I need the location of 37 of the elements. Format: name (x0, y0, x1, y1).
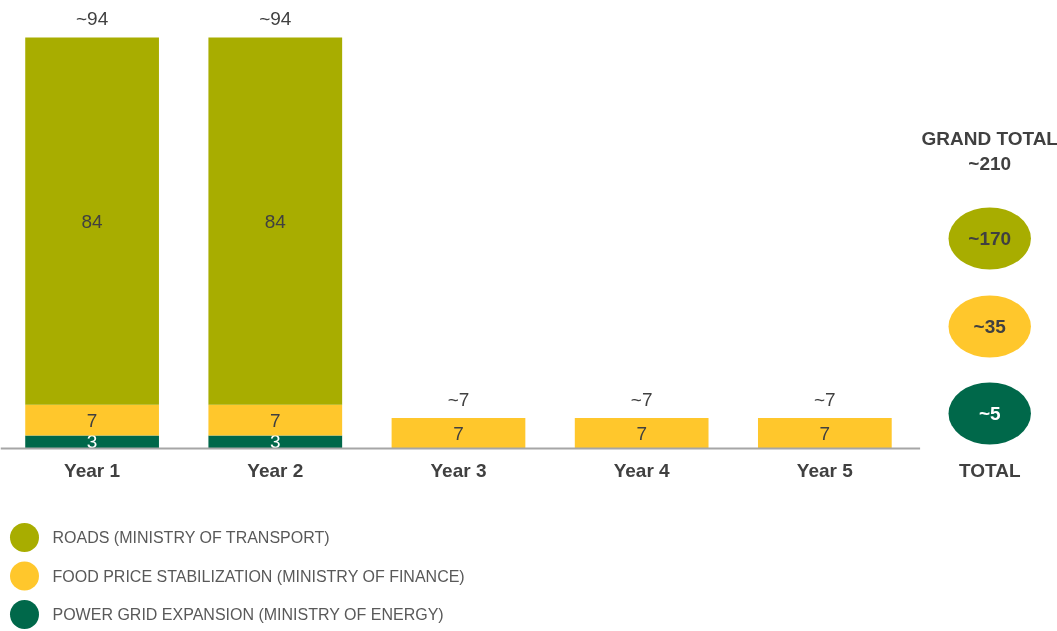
bar (757, 417, 892, 449)
bar (208, 435, 343, 449)
data-label: 7 (270, 409, 281, 431)
data-label: 7 (636, 422, 647, 444)
data-label: 84 (264, 210, 287, 232)
bar (391, 417, 526, 449)
x-tick-label: Year 4 (613, 460, 671, 481)
data-label: 3 (270, 431, 281, 453)
data-label: 7 (86, 409, 98, 431)
text: ~35 (973, 316, 1007, 337)
x-tick-label: Year 2 (247, 460, 304, 481)
total-label: ~94 (75, 8, 109, 30)
data-label: 7 (453, 422, 464, 444)
text: ~210 (968, 153, 1012, 174)
bar (25, 435, 159, 449)
data-label: 84 (81, 210, 104, 232)
bar (25, 404, 159, 436)
total-label: ~94 (259, 8, 292, 30)
total-label: ~7 (814, 388, 836, 410)
data-label: 7 (819, 422, 831, 444)
bar (208, 37, 343, 405)
text: ~5 (978, 403, 1001, 424)
text: GRAND TOTAL (921, 128, 1057, 149)
x-tick-label: Year 1 (64, 460, 121, 481)
bar (25, 37, 159, 405)
total-label: ~7 (447, 388, 470, 410)
legend-label: FOOD PRICE STABILIZATION (MINISTRY OF FINANCE) (52, 567, 465, 585)
total-label: ~7 (630, 388, 653, 410)
x-tick-label: Year 3 (430, 460, 487, 481)
legend-label: ROADS (MINISTRY OF TRANSPORT) (52, 529, 330, 546)
bar (574, 417, 709, 449)
legend-label: POWER GRID EXPANSION (MINISTRY OF ENERGY) (52, 606, 444, 623)
x-tick-label: Year 5 (796, 460, 854, 481)
data-label: 3 (86, 431, 98, 453)
text: ~170 (968, 228, 1012, 249)
bar (208, 404, 343, 436)
text: TOTAL (958, 460, 1021, 481)
